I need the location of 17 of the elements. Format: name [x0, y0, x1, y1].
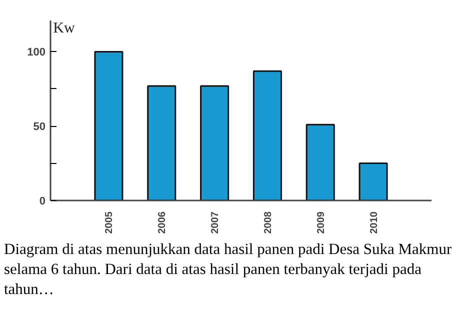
x-tick-label: 2009: [316, 211, 327, 234]
y-tick-label: 50: [33, 121, 46, 134]
bar: [94, 50, 124, 200]
x-tick-label: 2008: [262, 211, 274, 234]
y-tick-label: 100: [27, 46, 46, 59]
y-tick-label: 0: [39, 196, 46, 208]
bar: [252, 70, 282, 200]
bar: [200, 85, 230, 200]
y-axis-title: Kw: [53, 20, 75, 36]
text: Diagram di atas menunjukkan data hasil panen padi Desa Suka Makmur selama 6 tahun. Dari data di atas hasil panen terbanyak terjadi pada tahun…: [4, 240, 453, 300]
x-tick-label: 2005: [104, 211, 116, 234]
bar: [147, 85, 176, 200]
x-tick-label: 2007: [210, 211, 222, 234]
x-tick-label: 2010: [368, 211, 380, 234]
bar: [306, 124, 335, 200]
x-tick-label: 2006: [157, 211, 168, 234]
bar: [358, 162, 388, 200]
